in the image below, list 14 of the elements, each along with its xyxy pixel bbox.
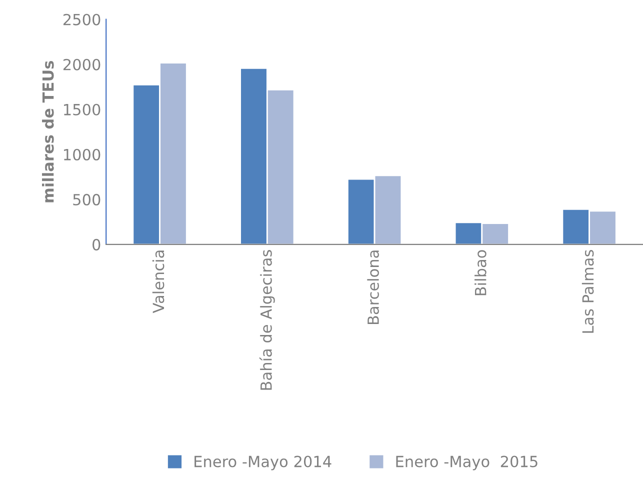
- y-tick-label: 1500: [64, 104, 100, 116]
- x-tick-label: Bilbao: [474, 250, 486, 296]
- x-tick-label: Las Palmas: [582, 250, 594, 333]
- x-tick-label: Bahía de Algeciras: [259, 250, 275, 390]
- legend-label: Enero -Mayo 2015: [396, 456, 538, 470]
- y-tick-label: 1000: [64, 148, 100, 160]
- legend-label: Enero -Mayo 2014: [194, 456, 332, 470]
- x-tick-label: Valencia: [152, 250, 164, 314]
- y-axis-title: millares de TEUs: [42, 61, 54, 202]
- y-tick-label: 2500: [63, 14, 100, 26]
- y-tick-label: 500: [73, 194, 100, 206]
- y-tick-label: 0: [92, 238, 100, 250]
- y-tick-label: 2000: [63, 58, 100, 70]
- x-tick-label: Barcelona: [367, 250, 379, 324]
